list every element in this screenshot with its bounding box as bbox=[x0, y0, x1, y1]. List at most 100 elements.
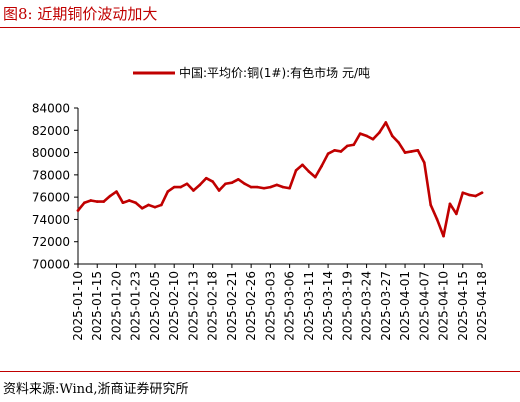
data-point bbox=[204, 176, 208, 180]
x-tick-label: 2025-04-15 bbox=[456, 271, 470, 341]
x-tick-label: 2025-04-07 bbox=[417, 271, 431, 341]
data-point bbox=[467, 193, 471, 197]
data-point bbox=[172, 185, 176, 189]
data-point bbox=[192, 189, 195, 192]
y-tick-label: 74000 bbox=[32, 213, 70, 227]
x-tick-label: 2025-04-01 bbox=[398, 271, 412, 341]
y-tick-label: 78000 bbox=[32, 168, 70, 182]
data-point bbox=[480, 191, 484, 194]
data-point bbox=[384, 121, 388, 124]
data-point bbox=[442, 234, 445, 238]
data-point bbox=[352, 143, 356, 147]
footer-divider bbox=[0, 371, 520, 372]
y-ticks: 70000 72000 74000 76000 78000 80000 82000 84000 bbox=[32, 102, 78, 272]
source-note: 资料来源:Wind,浙商证券研究所 bbox=[3, 382, 189, 397]
x-tick-label: 2025-04-10 bbox=[437, 271, 451, 341]
series-line-copper-price bbox=[76, 121, 484, 238]
data-point bbox=[307, 170, 311, 173]
x-tick-label: 2025-03-19 bbox=[340, 271, 354, 341]
x-tick-label: 2025-03-14 bbox=[321, 271, 335, 341]
x-tick-label: 2025-02-13 bbox=[186, 271, 200, 341]
x-tick-label: 2025-02-18 bbox=[206, 271, 220, 341]
legend: 中国:平均价:铜(1#):有色市场 元/吨 bbox=[133, 65, 370, 80]
data-point bbox=[275, 183, 279, 187]
data-point bbox=[371, 137, 375, 141]
data-point bbox=[95, 200, 99, 203]
data-point bbox=[89, 199, 93, 202]
data-point bbox=[185, 182, 189, 186]
y-tick-label: 72000 bbox=[32, 235, 70, 249]
x-ticks: 2025-01-10 2025-01-15 2025-01-20 2025-01-23… bbox=[71, 264, 489, 341]
data-point bbox=[288, 186, 291, 190]
legend-label: 中国:平均价:铜(1#):有色市场 元/吨 bbox=[179, 65, 370, 80]
data-point bbox=[224, 182, 227, 186]
data-point bbox=[461, 191, 465, 194]
data-point bbox=[429, 203, 432, 207]
data-point bbox=[397, 141, 400, 144]
data-point bbox=[230, 181, 234, 184]
data-point bbox=[108, 194, 112, 198]
data-point bbox=[217, 189, 221, 192]
y-tick-label: 70000 bbox=[32, 258, 70, 272]
x-tick-label: 2025-01-15 bbox=[90, 271, 104, 341]
figure-title: 图8: 近期铜价波动加大 bbox=[3, 5, 158, 23]
title-divider bbox=[0, 27, 520, 28]
data-point bbox=[128, 199, 131, 202]
data-point bbox=[455, 212, 458, 216]
data-point bbox=[326, 152, 330, 155]
data-point bbox=[422, 161, 426, 164]
y-tick-label: 80000 bbox=[32, 146, 70, 160]
data-point bbox=[134, 201, 138, 205]
data-point bbox=[333, 149, 336, 152]
data-point bbox=[121, 201, 125, 205]
y-tick-label: 82000 bbox=[32, 124, 70, 138]
x-tick-label: 2025-03-06 bbox=[283, 271, 297, 341]
data-point bbox=[243, 182, 247, 186]
data-point bbox=[358, 132, 362, 135]
x-tick-label: 2025-03-24 bbox=[360, 271, 374, 341]
data-point bbox=[365, 134, 368, 138]
data-point bbox=[160, 203, 163, 207]
data-point bbox=[301, 163, 304, 167]
data-point bbox=[76, 209, 80, 212]
data-point bbox=[83, 201, 86, 205]
copper-price-line-chart: 中国:平均价:铜(1#):有色市场 元/吨 70000 72000 74000 760… bbox=[32, 65, 489, 341]
data-point bbox=[115, 190, 118, 193]
y-tick-label: 76000 bbox=[32, 191, 70, 205]
data-point bbox=[102, 200, 105, 203]
x-tick-label: 2025-01-23 bbox=[129, 271, 143, 341]
x-tick-label: 2025-03-27 bbox=[379, 271, 393, 341]
data-point bbox=[435, 218, 439, 221]
data-point bbox=[256, 185, 259, 189]
data-point bbox=[166, 190, 170, 193]
data-point bbox=[294, 169, 298, 172]
data-point bbox=[281, 185, 285, 189]
data-point bbox=[313, 175, 317, 179]
x-tick-label: 2025-02-10 bbox=[167, 271, 181, 341]
x-tick-label: 2025-01-20 bbox=[109, 271, 123, 341]
data-point bbox=[410, 150, 413, 153]
x-tick-label: 2025-04-18 bbox=[475, 271, 489, 341]
data-point bbox=[339, 150, 343, 153]
data-point bbox=[179, 185, 182, 189]
x-tick-label: 2025-03-11 bbox=[302, 271, 316, 341]
data-point bbox=[269, 185, 272, 189]
data-points bbox=[76, 121, 484, 238]
data-point bbox=[147, 203, 150, 207]
data-point bbox=[153, 205, 157, 209]
data-point bbox=[320, 164, 323, 168]
x-tick-label: 2025-02-26 bbox=[244, 271, 258, 341]
data-point bbox=[416, 149, 420, 152]
y-tick-label: 84000 bbox=[32, 102, 70, 116]
data-point bbox=[474, 194, 477, 198]
data-point bbox=[378, 131, 381, 134]
data-point bbox=[211, 180, 214, 183]
data-point bbox=[262, 186, 266, 190]
plot-area: 70000 72000 74000 76000 78000 80000 82000 84000… bbox=[32, 102, 489, 341]
data-point bbox=[140, 206, 144, 210]
data-point bbox=[448, 202, 452, 206]
x-tick-label: 2025-02-05 bbox=[148, 271, 162, 341]
data-point bbox=[237, 178, 240, 181]
x-tick-label: 2025-02-21 bbox=[225, 271, 239, 341]
figure-header: 图8: 近期铜价波动加大 bbox=[0, 0, 520, 28]
